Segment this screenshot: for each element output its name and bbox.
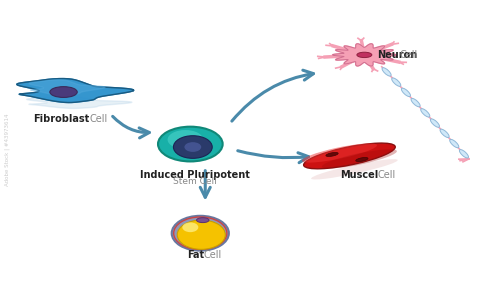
- Text: Muscel: Muscel: [340, 170, 378, 180]
- Text: Cell: Cell: [204, 250, 222, 260]
- Ellipse shape: [402, 88, 410, 97]
- Text: Neuron: Neuron: [377, 50, 417, 60]
- Ellipse shape: [411, 98, 420, 107]
- Ellipse shape: [172, 216, 229, 251]
- Ellipse shape: [420, 109, 430, 117]
- Text: Cell: Cell: [378, 170, 396, 180]
- Ellipse shape: [174, 136, 212, 158]
- Text: Cell: Cell: [89, 114, 108, 124]
- Ellipse shape: [182, 222, 198, 232]
- Ellipse shape: [392, 78, 401, 86]
- Text: Adobe Stock | #43973614: Adobe Stock | #43973614: [4, 114, 10, 186]
- Polygon shape: [17, 79, 134, 103]
- Ellipse shape: [168, 130, 203, 149]
- Ellipse shape: [184, 142, 201, 152]
- Ellipse shape: [440, 129, 449, 137]
- Text: Cell: Cell: [400, 50, 418, 60]
- Ellipse shape: [382, 68, 391, 76]
- Polygon shape: [29, 80, 105, 95]
- Ellipse shape: [311, 159, 398, 179]
- Ellipse shape: [50, 87, 77, 98]
- Ellipse shape: [302, 143, 377, 163]
- Ellipse shape: [430, 119, 440, 127]
- Ellipse shape: [356, 158, 368, 161]
- Ellipse shape: [196, 218, 209, 223]
- Text: Fibroblast: Fibroblast: [33, 114, 89, 124]
- Text: Fat: Fat: [186, 250, 204, 260]
- Ellipse shape: [460, 150, 468, 158]
- Polygon shape: [332, 44, 396, 66]
- Ellipse shape: [357, 52, 372, 58]
- Text: Induced Pluripotent: Induced Pluripotent: [140, 170, 250, 180]
- Ellipse shape: [326, 152, 338, 157]
- Text: Stem Cell: Stem Cell: [174, 177, 217, 186]
- Ellipse shape: [304, 143, 396, 169]
- Ellipse shape: [322, 149, 397, 169]
- Polygon shape: [26, 97, 132, 108]
- Ellipse shape: [158, 127, 222, 161]
- Ellipse shape: [450, 139, 459, 148]
- Ellipse shape: [178, 220, 226, 249]
